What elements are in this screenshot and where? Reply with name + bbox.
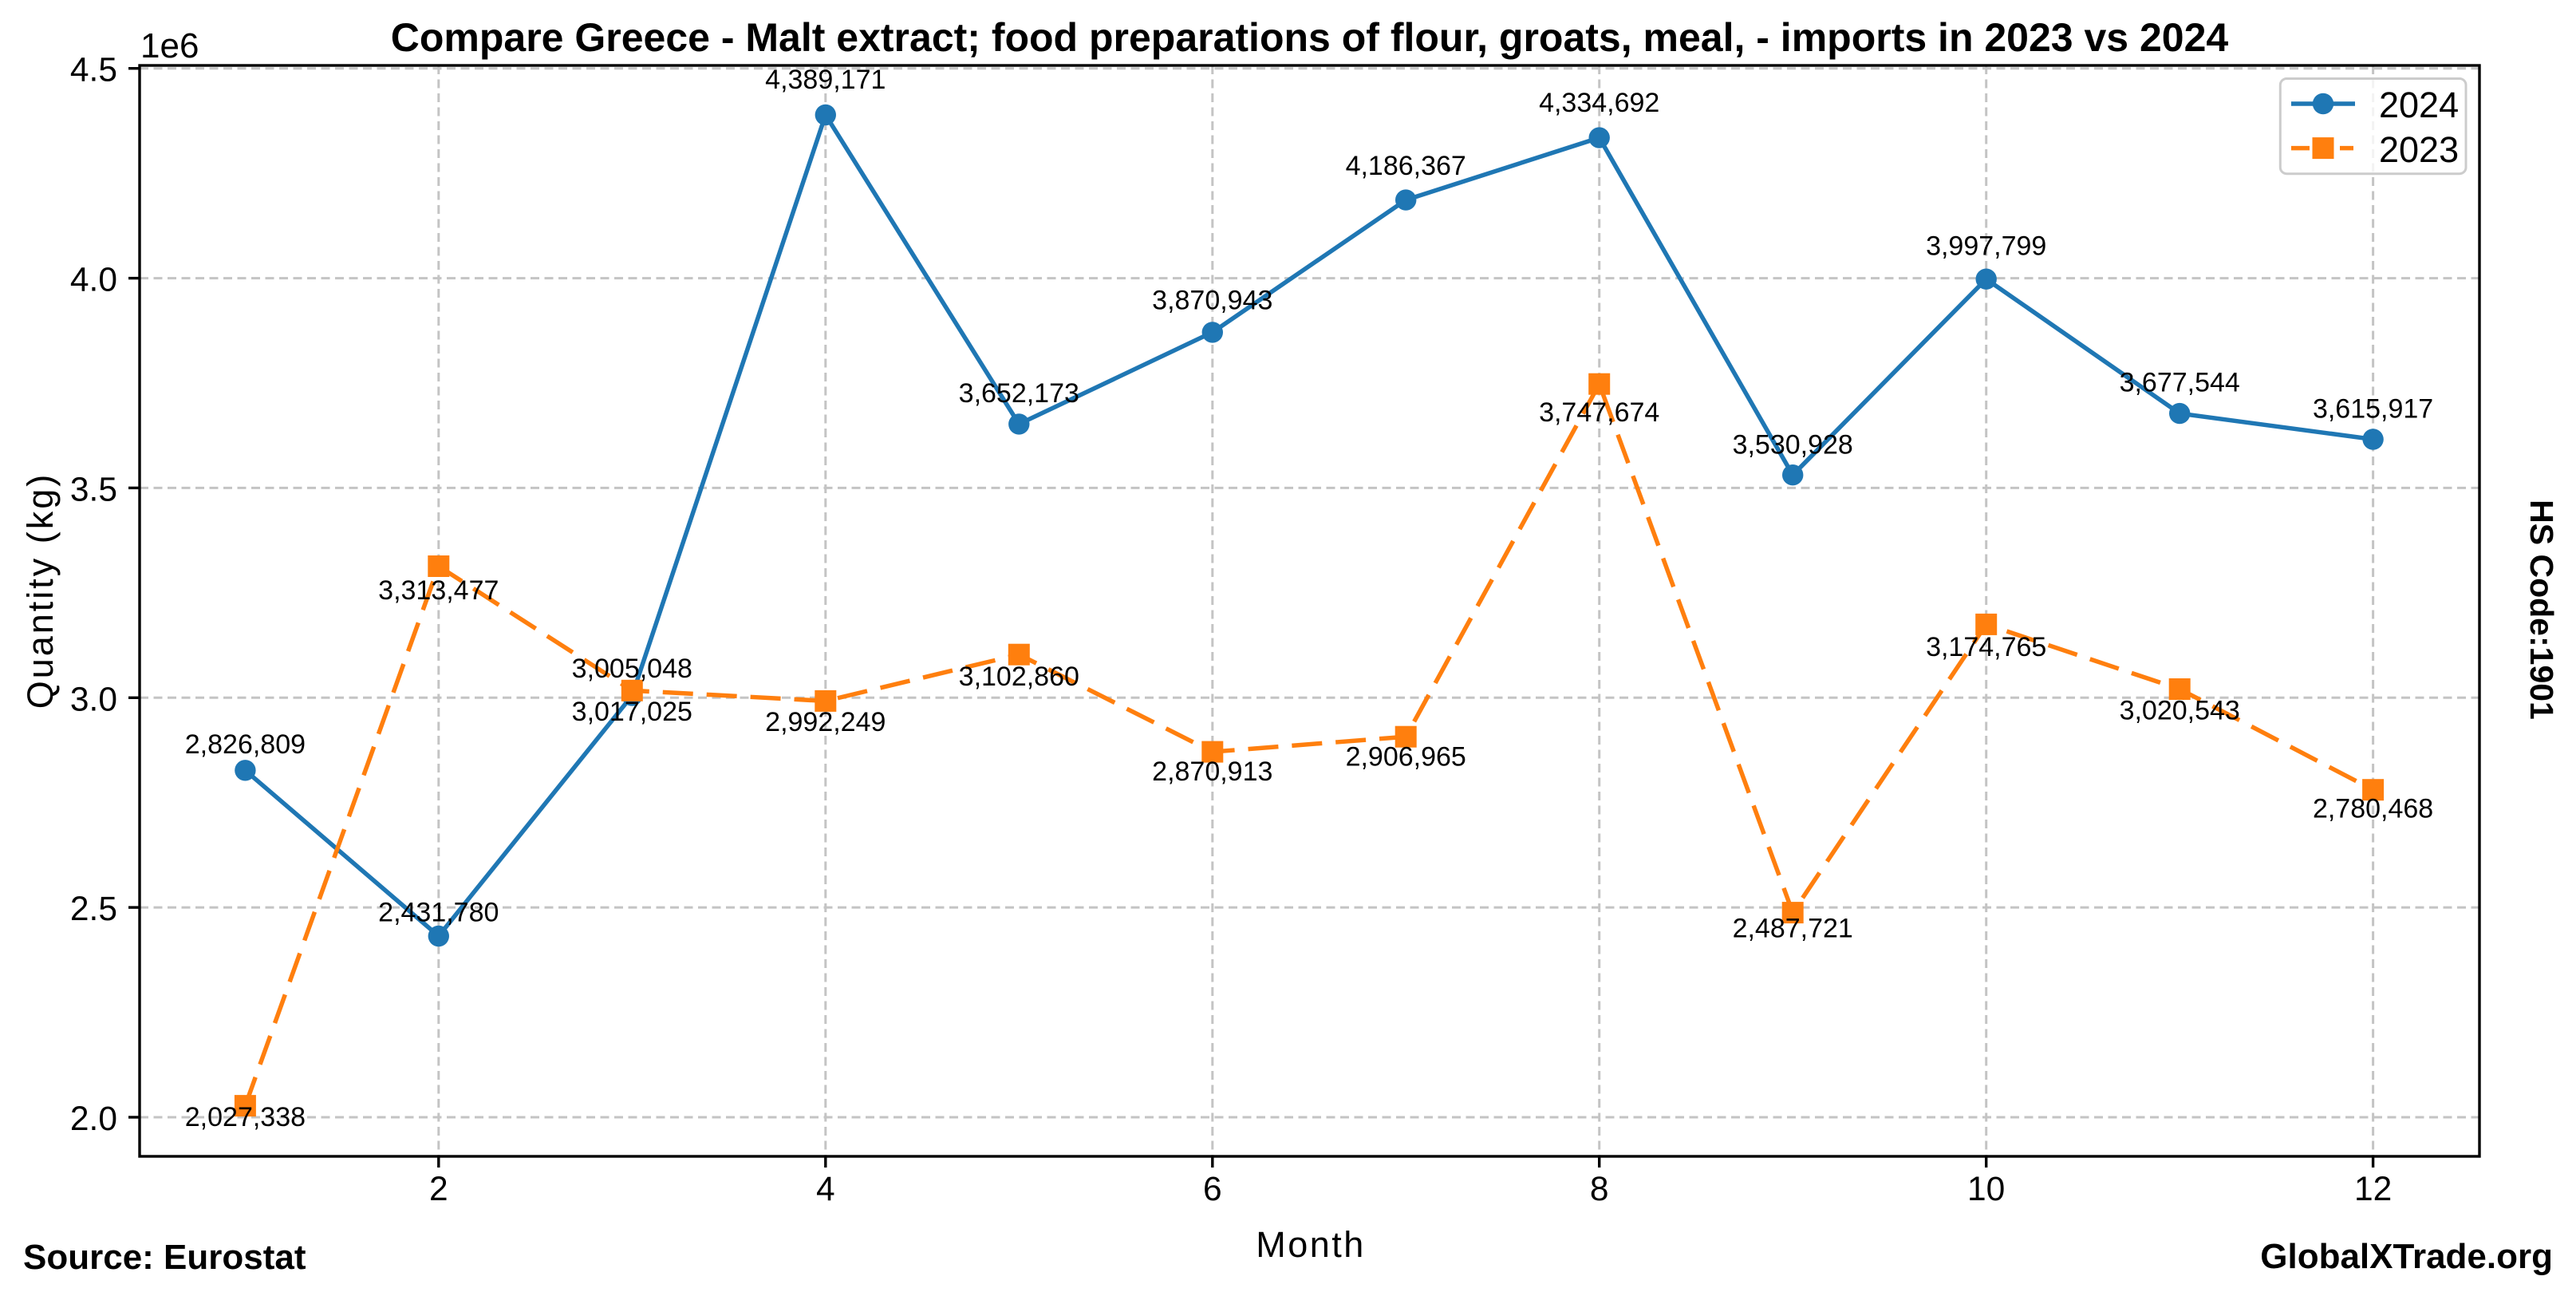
svg-text:3,005,048: 3,005,048: [572, 654, 692, 684]
svg-text:3,652,173: 3,652,173: [959, 378, 1079, 409]
svg-text:GlobalXTrade.org: GlobalXTrade.org: [2260, 1237, 2553, 1276]
svg-text:2,992,249: 2,992,249: [765, 707, 886, 737]
svg-text:2,780,468: 2,780,468: [2313, 794, 2433, 824]
svg-text:3,017,025: 3,017,025: [572, 697, 692, 727]
svg-text:4,334,692: 4,334,692: [1539, 88, 1659, 118]
svg-text:3,677,544: 3,677,544: [2120, 367, 2240, 397]
svg-text:3.0: 3.0: [70, 681, 117, 718]
svg-text:3,313,477: 3,313,477: [378, 575, 499, 606]
svg-text:10: 10: [1967, 1171, 2005, 1208]
svg-text:Quantity (kg): Quantity (kg): [20, 472, 61, 709]
svg-text:4,186,367: 4,186,367: [1346, 151, 1466, 181]
svg-text:2: 2: [429, 1171, 448, 1208]
svg-text:2,826,809: 2,826,809: [185, 729, 306, 760]
svg-text:6: 6: [1203, 1171, 1222, 1208]
svg-text:2.0: 2.0: [70, 1100, 117, 1138]
svg-text:4,389,171: 4,389,171: [765, 65, 886, 95]
svg-text:2023: 2023: [2379, 129, 2459, 170]
svg-text:2,431,780: 2,431,780: [378, 898, 499, 928]
svg-text:Source: Eurostat: Source: Eurostat: [23, 1238, 306, 1277]
svg-text:1e6: 1e6: [140, 26, 199, 65]
svg-text:2,487,721: 2,487,721: [1733, 914, 1853, 944]
svg-text:Month: Month: [1256, 1224, 1366, 1265]
svg-text:2,906,965: 2,906,965: [1346, 742, 1466, 772]
svg-text:2,870,913: 2,870,913: [1152, 757, 1272, 787]
svg-text:3,174,765: 3,174,765: [1926, 632, 2046, 662]
svg-text:HS Code:1901: HS Code:1901: [2523, 500, 2560, 720]
svg-text:8: 8: [1590, 1171, 1609, 1208]
svg-text:3.5: 3.5: [70, 471, 117, 508]
svg-text:2024: 2024: [2379, 85, 2459, 125]
svg-text:3,615,917: 3,615,917: [2313, 393, 2433, 424]
svg-text:3,747,674: 3,747,674: [1539, 397, 1659, 428]
svg-text:3,870,943: 3,870,943: [1152, 285, 1272, 315]
svg-text:3,020,543: 3,020,543: [2120, 695, 2240, 725]
svg-text:2,027,338: 2,027,338: [185, 1102, 306, 1132]
svg-text:Compare Greece - Malt extract;: Compare Greece - Malt extract; food prep…: [391, 15, 2229, 60]
svg-text:3,997,799: 3,997,799: [1926, 231, 2046, 262]
svg-text:3,102,860: 3,102,860: [959, 662, 1079, 692]
svg-text:12: 12: [2354, 1171, 2392, 1208]
svg-text:3,530,928: 3,530,928: [1733, 430, 1853, 460]
svg-text:4.5: 4.5: [70, 52, 117, 89]
svg-text:4: 4: [816, 1171, 835, 1208]
svg-text:2.5: 2.5: [70, 891, 117, 928]
svg-text:4.0: 4.0: [70, 262, 117, 299]
